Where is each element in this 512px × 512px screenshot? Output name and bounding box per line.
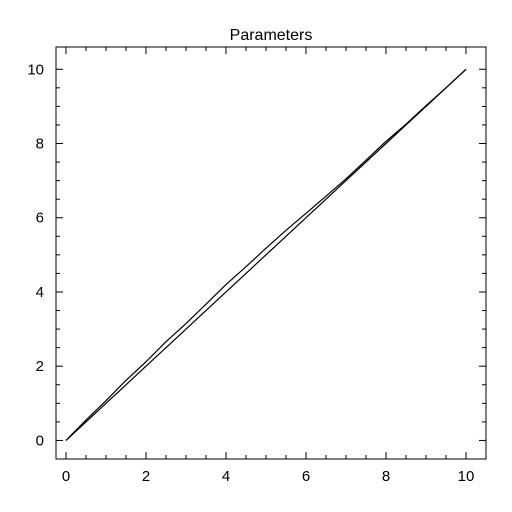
- y-tick-label: 4: [36, 284, 44, 301]
- x-tick-label: 0: [62, 468, 70, 485]
- y-tick-label: 8: [36, 136, 44, 153]
- plot-frame: [55, 46, 487, 460]
- series-group: [65, 68, 467, 441]
- axis-ticks: 0 2 4 6 8 10 0 2 4 6 8 10: [27, 47, 486, 485]
- x-tick-label: 2: [142, 468, 150, 485]
- x-tick-label: 10: [458, 468, 475, 485]
- series-line-2: [65, 68, 467, 441]
- y-tick-label: 0: [36, 432, 44, 449]
- x-tick-label: 6: [302, 468, 310, 485]
- chart-title: Parameters: [230, 27, 313, 44]
- x-tick-label: 8: [382, 468, 390, 485]
- x-tick-label: 4: [222, 468, 230, 485]
- series-line-1: [65, 68, 467, 441]
- y-tick-label: 6: [36, 210, 44, 227]
- y-tick-label: 10: [27, 61, 44, 78]
- y-tick-label: 2: [36, 358, 44, 375]
